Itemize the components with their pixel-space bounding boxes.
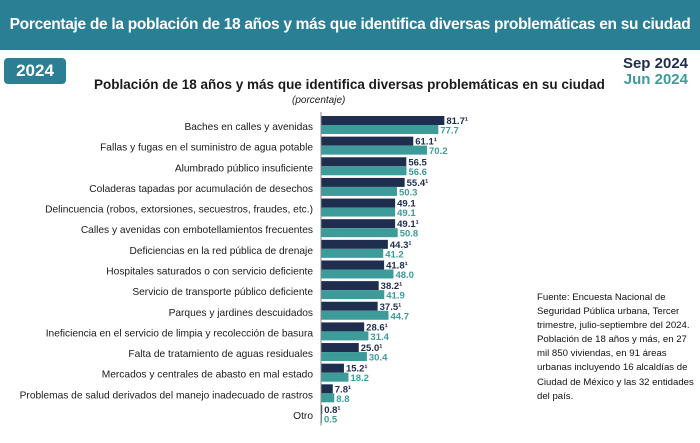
value-label-jun: 50.3 [399,187,418,198]
value-label-sep: 81.7¹ [446,116,468,127]
category-label: Delincuencia (robos, extorsiones, secues… [45,205,313,216]
bar-jun-2024 [321,228,398,238]
bar-jun-2024 [321,125,439,134]
bar-jun-2024 [321,269,394,279]
category-label: Servicio de transporte público deficient… [132,287,313,298]
value-label-jun: 50.8 [400,229,419,240]
category-label: Calles y avenidas con embotellamientos f… [81,225,313,236]
category-label: Baches en calles y avenidas [184,122,313,133]
value-label-jun: 56.6 [408,167,427,178]
category-label: Problemas de salud derivados del manejo … [20,390,313,401]
category-label: Deficiencias en la red pública de drenaj… [130,246,314,257]
bar-jun-2024 [321,393,335,403]
value-label-sep: 15.2¹ [346,364,368,375]
bar-jun-2024 [321,166,407,176]
bar-sep-2024 [321,301,378,311]
value-label-sep: 0.8¹ [324,405,340,416]
value-label-sep: 44.3¹ [390,240,412,251]
bar-sep-2024 [321,343,359,353]
bar-jun-2024 [321,145,428,155]
value-label-jun: 41.2 [385,249,404,260]
category-label: Ineficiencia en el servicio de limpia y … [46,328,314,339]
bar-sep-2024 [321,404,323,414]
value-label-jun: 44.7 [390,311,409,322]
bar-jun-2024 [321,372,349,382]
value-label-jun: 31.4 [370,332,389,343]
value-label-sep: 49.1¹ [397,219,419,230]
value-label-jun: 41.9 [386,291,405,302]
bar-sep-2024 [321,219,396,229]
bar-jun-2024 [321,331,369,341]
header-banner [0,0,700,50]
category-label: Alumbrado público insuficiente [175,163,314,174]
value-label-sep: 7.8¹ [335,384,351,395]
bar-jun-2024 [321,290,385,300]
legend-sep-2024: Sep 2024 [622,55,688,72]
category-label: Hospitales saturados o con servicio defi… [106,266,313,277]
value-label-sep: 38.2¹ [381,281,403,292]
value-label-sep: 56.5 [408,157,427,168]
value-label-sep: 28.6¹ [366,322,388,333]
year-badge: 2024 [4,58,66,84]
population-text: Población de 18 años y más, en 27 mil 85… [537,334,694,402]
value-label-jun: 30.4 [369,353,388,364]
bar-sep-2024 [321,281,379,291]
bar-sep-2024 [321,136,414,146]
bar-jun-2024 [321,310,389,320]
value-label-sep: 49.1 [397,199,416,210]
value-label-jun: 0.5 [324,414,338,425]
bar-sep-2024 [321,384,333,394]
value-label-jun: 8.8 [336,394,349,405]
bar-sep-2024 [321,260,385,270]
bar-jun-2024 [321,352,367,362]
chart-subtitle: (porcentaje) [292,95,346,106]
bar-sep-2024 [321,239,388,249]
category-label: Falta de tratamiento de aguas residuales [128,349,313,360]
value-label-sep: 37.5¹ [380,302,402,313]
value-label-jun: 48.0 [395,270,414,281]
value-label-jun: 49.1 [397,208,416,219]
value-label-jun: 77.7 [440,126,459,137]
bar-sep-2024 [321,157,407,167]
category-label: Parques y jardines descuidados [169,308,313,319]
value-label-sep: 25.0¹ [361,343,383,354]
source-note: Fuente: Encuesta Nacional de Seguridad P… [537,291,697,404]
category-label: Coladeras tapadas por acumulación de des… [89,184,313,195]
banner-title: Porcentaje de la población de 18 años y … [9,16,691,83]
bar-sep-2024 [321,198,396,208]
value-label-sep: 61.1¹ [415,137,437,148]
source-text: Fuente: Encuesta Nacional de Seguridad P… [537,292,690,332]
bar-jun-2024 [321,248,384,258]
bar-sep-2024 [321,363,344,373]
category-label: Mercados y centrales de abasto en mal es… [102,370,314,381]
bar-jun-2024 [321,186,397,196]
value-label-jun: 18.2 [350,373,369,384]
value-label-sep: 41.8¹ [386,260,408,271]
legend-jun-2024: Jun 2024 [623,71,688,88]
category-label: Otro [293,411,313,422]
chart-title: Población de 18 años y más que identific… [94,77,605,92]
bar-sep-2024 [321,116,445,125]
bar-sep-2024 [321,177,405,187]
bar-jun-2024 [321,207,396,217]
value-label-jun: 70.2 [429,146,448,157]
value-label-sep: 55.4¹ [407,178,429,189]
category-label: Fallas y fugas en el suministro de agua … [100,143,313,154]
bar-sep-2024 [321,322,365,332]
